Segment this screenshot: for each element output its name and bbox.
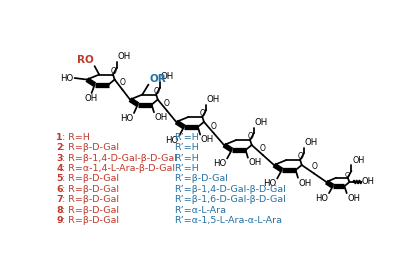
Text: O: O	[247, 132, 253, 141]
Text: OH: OH	[305, 138, 318, 147]
Text: R’=α-L-Ara: R’=α-L-Ara	[174, 205, 226, 215]
Text: 2: 2	[56, 143, 63, 152]
Text: O: O	[119, 78, 125, 87]
Text: O: O	[345, 172, 351, 178]
Text: 8: 8	[56, 205, 63, 215]
Text: 7: 7	[56, 195, 63, 204]
Text: R’=H: R’=H	[174, 154, 199, 163]
Text: OH: OH	[118, 53, 131, 61]
Text: 9: 9	[56, 216, 63, 225]
Text: HO: HO	[315, 194, 328, 203]
Text: : R=β-D-Gal: : R=β-D-Gal	[62, 205, 119, 215]
Text: HO: HO	[120, 114, 133, 123]
Text: O: O	[297, 152, 303, 161]
Text: O: O	[211, 122, 217, 131]
Text: R’=α-1,5-L-Ara-α-L-Ara: R’=α-1,5-L-Ara-α-L-Ara	[174, 216, 282, 225]
Text: 3: 3	[56, 154, 63, 163]
Text: HO: HO	[213, 159, 226, 168]
Text: OH: OH	[255, 118, 268, 127]
Text: OH: OH	[299, 178, 312, 187]
Text: 1: 1	[56, 133, 63, 142]
Text: 5: 5	[56, 174, 63, 183]
Text: : R=β-D-Gal: : R=β-D-Gal	[62, 174, 119, 183]
Text: HO: HO	[166, 136, 178, 145]
Text: R’=β-1,4-D-Gal-β-D-Gal: R’=β-1,4-D-Gal-β-D-Gal	[174, 185, 286, 194]
Text: OH: OH	[155, 113, 168, 122]
Text: : R=β-D-Gal: : R=β-D-Gal	[62, 143, 119, 152]
Text: O: O	[164, 100, 170, 108]
Text: OR': OR'	[149, 74, 169, 84]
Text: OH: OH	[201, 135, 214, 144]
Text: O: O	[199, 109, 206, 118]
Text: R’=β-1,6-D-Gal-β-D-Gal: R’=β-1,6-D-Gal-β-D-Gal	[174, 195, 286, 204]
Text: : R=β-1,4-D-Gal-β-D-Gal: : R=β-1,4-D-Gal-β-D-Gal	[62, 154, 176, 163]
Text: O: O	[260, 144, 266, 153]
Text: OH: OH	[352, 156, 364, 165]
Text: O: O	[153, 86, 159, 96]
Text: R’=H: R’=H	[174, 143, 199, 152]
Text: O: O	[110, 66, 116, 76]
Text: 6: 6	[56, 185, 63, 194]
Text: : R=β-D-Gal: : R=β-D-Gal	[62, 185, 119, 194]
Text: OH: OH	[85, 94, 98, 103]
Text: O: O	[311, 162, 317, 171]
Text: R’=H: R’=H	[174, 164, 199, 173]
Text: HO: HO	[61, 73, 74, 83]
Text: OH: OH	[161, 73, 174, 81]
Text: : R=α-1,4-L-Ara-β-D-Gal: : R=α-1,4-L-Ara-β-D-Gal	[62, 164, 174, 173]
Text: : R=β-D-Gal: : R=β-D-Gal	[62, 195, 119, 204]
Text: RO: RO	[77, 55, 94, 65]
Text: : R=β-D-Gal: : R=β-D-Gal	[62, 216, 119, 225]
Text: R’=H: R’=H	[174, 133, 199, 142]
Text: OH: OH	[249, 158, 262, 167]
Text: OH: OH	[362, 177, 375, 187]
Text: OH: OH	[207, 95, 220, 104]
Text: R’=β-D-Gal: R’=β-D-Gal	[174, 174, 228, 183]
Text: 4: 4	[56, 164, 63, 173]
Text: OH: OH	[347, 194, 361, 203]
Text: : R=H: : R=H	[62, 133, 89, 142]
Text: HO: HO	[263, 179, 276, 188]
